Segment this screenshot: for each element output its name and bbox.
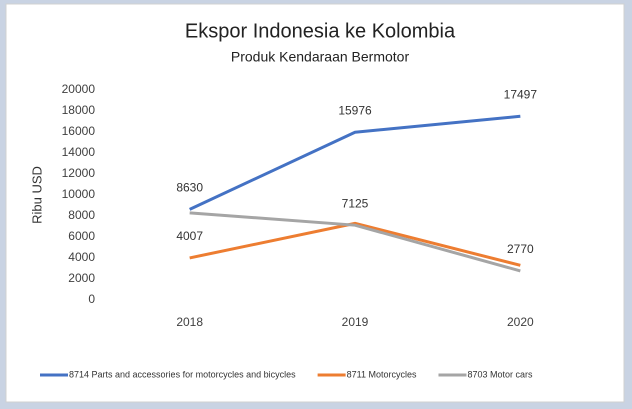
series-line	[189, 114, 521, 211]
data-label: 4007	[176, 229, 203, 243]
chart-title: Ekspor Indonesia ke Kolombia	[185, 20, 456, 42]
y-tick-label: 6000	[68, 229, 95, 243]
data-label: 15976	[338, 103, 372, 117]
y-tick-label: 16000	[62, 124, 96, 138]
y-axis-title: Ribu USD	[29, 166, 44, 224]
y-tick-label: 4000	[68, 250, 95, 264]
y-tick-label: 0	[88, 292, 95, 306]
x-tick-label: 2019	[342, 315, 369, 329]
data-label: 8630	[176, 181, 203, 195]
y-tick-label: 12000	[62, 166, 96, 180]
legend-label: 8714 Parts and accessories for motorcycl…	[69, 369, 296, 379]
y-tick-label: 18000	[62, 103, 96, 117]
y-tick-label: 8000	[68, 208, 95, 222]
y-tick-label: 2000	[68, 271, 95, 285]
legend-label: 8711 Motorcycles	[347, 369, 417, 379]
legend-label: 8703 Motor cars	[467, 369, 533, 379]
x-tick-label: 2020	[507, 315, 534, 329]
series-line	[189, 211, 521, 273]
data-label: 7125	[342, 196, 369, 210]
y-tick-label: 14000	[62, 145, 96, 159]
series-line	[189, 221, 521, 267]
y-tick-label: 20000	[62, 82, 96, 96]
data-label: 2770	[507, 242, 534, 256]
y-tick-label: 10000	[62, 187, 96, 201]
chart-subtitle: Produk Kendaraan Bermotor	[231, 49, 410, 65]
chart-background	[5, 3, 625, 403]
x-tick-label: 2018	[176, 315, 203, 329]
data-label: 17497	[504, 87, 538, 101]
